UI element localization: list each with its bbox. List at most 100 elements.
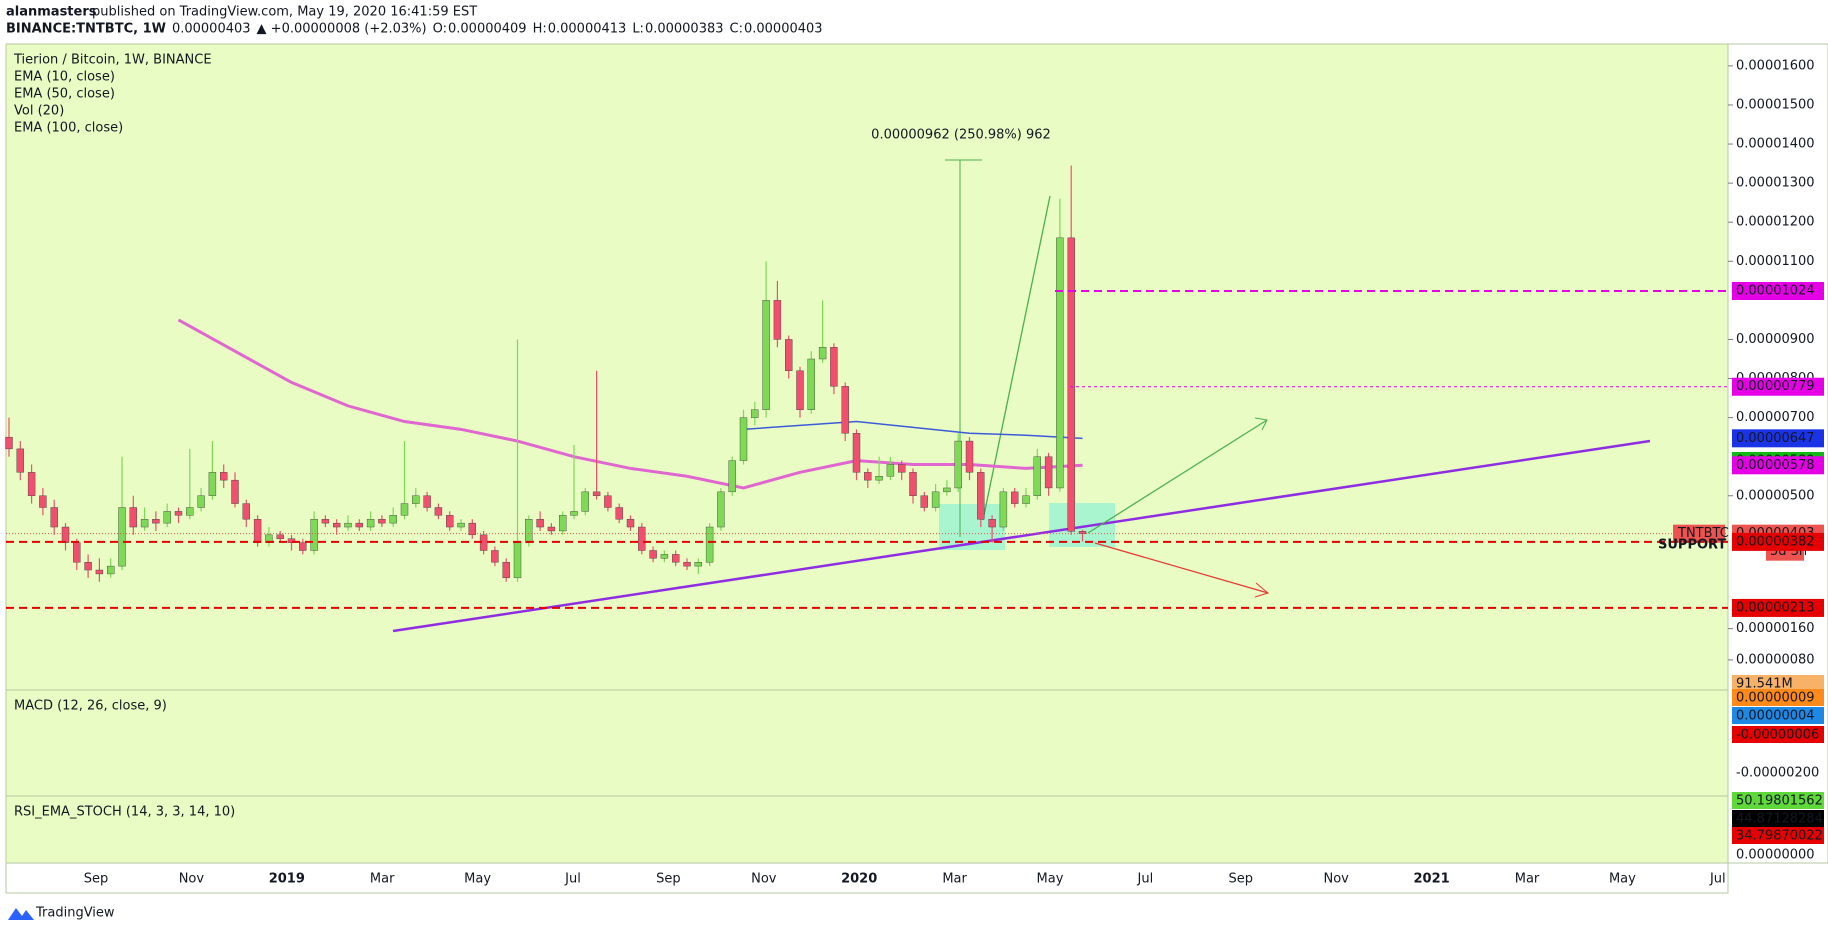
candle-body bbox=[852, 433, 861, 473]
candle-body bbox=[898, 464, 906, 473]
rsi-value-box bbox=[1732, 827, 1824, 844]
candle-body bbox=[95, 569, 104, 575]
macd-value: 0.00000009 bbox=[1736, 691, 1815, 706]
candle-body bbox=[400, 503, 409, 516]
header-c: 0.00000403 bbox=[744, 22, 823, 37]
candle-body bbox=[344, 522, 352, 528]
candle-body bbox=[988, 519, 996, 528]
candle-body bbox=[660, 554, 669, 559]
candle-body bbox=[954, 440, 962, 489]
symbol-tag-box bbox=[1673, 524, 1725, 543]
price-label: 0.00000213 bbox=[1736, 600, 1815, 615]
arrow-head bbox=[1254, 417, 1268, 431]
candle-body bbox=[50, 507, 58, 528]
candle-body bbox=[186, 507, 194, 516]
rsi-value: 44.87128284 bbox=[1736, 812, 1823, 827]
candle-body bbox=[366, 519, 375, 528]
candle-body bbox=[739, 417, 748, 461]
candle-body bbox=[5, 436, 13, 450]
ema-line bbox=[743, 420, 1083, 440]
x-tick-label: Sep bbox=[84, 872, 109, 887]
candle-body bbox=[728, 460, 736, 493]
y-tick-label: 0.00000160 bbox=[1736, 621, 1815, 636]
candle-body bbox=[965, 440, 974, 473]
ema-line bbox=[177, 318, 1083, 490]
macd-tick: -0.00000200 bbox=[1736, 766, 1819, 781]
candle-body bbox=[208, 472, 217, 496]
legend-entry: Tierion / Bitcoin, 1W, BINANCE bbox=[13, 53, 212, 68]
candle-body bbox=[592, 491, 601, 496]
candle-body bbox=[219, 472, 228, 481]
candle-body bbox=[931, 491, 940, 508]
candle-body bbox=[841, 386, 849, 434]
legend-entry: EMA (100, close) bbox=[14, 121, 123, 136]
candle-body bbox=[129, 507, 138, 528]
price-label-box bbox=[1732, 456, 1824, 475]
candle-body bbox=[1044, 456, 1053, 489]
price-label: 0.00000382 bbox=[1736, 534, 1815, 549]
x-tick-label: May bbox=[464, 872, 491, 887]
rsi-value-box bbox=[1732, 792, 1824, 809]
candle-body bbox=[581, 491, 589, 512]
rsi-value: 50.19801562 bbox=[1736, 794, 1823, 809]
macd-pane bbox=[5, 689, 1729, 797]
y-tick-label: 0.00001300 bbox=[1736, 176, 1815, 191]
candle-body bbox=[152, 519, 160, 524]
legend-entry: EMA (50, close) bbox=[14, 87, 115, 102]
candle-body bbox=[1033, 456, 1042, 496]
x-tick-label: Mar bbox=[1515, 872, 1540, 887]
header-last: 0.00000403 bbox=[172, 22, 251, 37]
header-h-label: H: bbox=[533, 22, 547, 37]
rsi-tick: 0.00000000 bbox=[1736, 848, 1815, 863]
arrow bbox=[1094, 542, 1269, 594]
candle-body bbox=[909, 472, 917, 496]
measure-label: 0.00000962 (250.98%) 962 bbox=[871, 128, 1051, 143]
symbol-tag: TNTBTC bbox=[1677, 526, 1729, 541]
price-label: 0.00000578 bbox=[1736, 458, 1815, 473]
x-tick-label: May bbox=[1609, 872, 1636, 887]
time-axis bbox=[5, 862, 1729, 894]
rsi-pane bbox=[5, 795, 1729, 864]
candle-body bbox=[683, 562, 691, 567]
candle-body bbox=[999, 491, 1008, 528]
candle-body bbox=[626, 519, 635, 528]
candle-body bbox=[287, 538, 296, 543]
x-tick-label: 2021 bbox=[1414, 872, 1450, 887]
x-tick-label: Jul bbox=[1137, 872, 1154, 887]
candle-body bbox=[163, 511, 171, 524]
candle-body bbox=[977, 472, 985, 520]
trend-line bbox=[392, 439, 1651, 633]
x-tick-label: Mar bbox=[370, 872, 395, 887]
candle-body bbox=[84, 562, 92, 571]
x-tick-label: Sep bbox=[656, 872, 681, 887]
candle-body bbox=[468, 522, 476, 536]
arrow-head bbox=[1254, 582, 1270, 598]
candle-body bbox=[1067, 237, 1075, 532]
header-o-label: O: bbox=[433, 22, 447, 37]
candle-body bbox=[638, 526, 646, 551]
footer-brand: TradingView bbox=[35, 906, 115, 921]
candle-body bbox=[310, 519, 318, 551]
symbol-line: BINANCE:TNTBTC, 1W 0.00000403 ▲ +0.0000000… bbox=[6, 22, 823, 37]
candle-body bbox=[1078, 531, 1087, 534]
candle-body bbox=[389, 515, 397, 524]
candle-body bbox=[547, 526, 556, 532]
x-tick-label: May bbox=[1037, 872, 1064, 887]
candle-body bbox=[943, 487, 951, 493]
candle-body bbox=[412, 495, 420, 504]
x-tick-label: Mar bbox=[942, 872, 967, 887]
price-label: 0.00001024 bbox=[1736, 283, 1815, 298]
legend: Tierion / Bitcoin, 1W, BINANCE EMA (10, c… bbox=[13, 53, 212, 136]
volume-label-box bbox=[1732, 675, 1824, 693]
candle-body bbox=[27, 472, 36, 496]
x-tick-label: 2019 bbox=[269, 872, 305, 887]
candle-body bbox=[434, 507, 443, 516]
publisher: alanmasters bbox=[6, 5, 97, 20]
header-l: 0.00000383 bbox=[645, 22, 724, 37]
main-pane bbox=[5, 43, 1729, 691]
x-tick-label: Nov bbox=[1324, 872, 1350, 887]
price-label: 0.00000647 bbox=[1736, 431, 1815, 446]
candle-body bbox=[378, 519, 386, 524]
candle-body bbox=[830, 347, 838, 387]
candle-body bbox=[525, 519, 533, 543]
